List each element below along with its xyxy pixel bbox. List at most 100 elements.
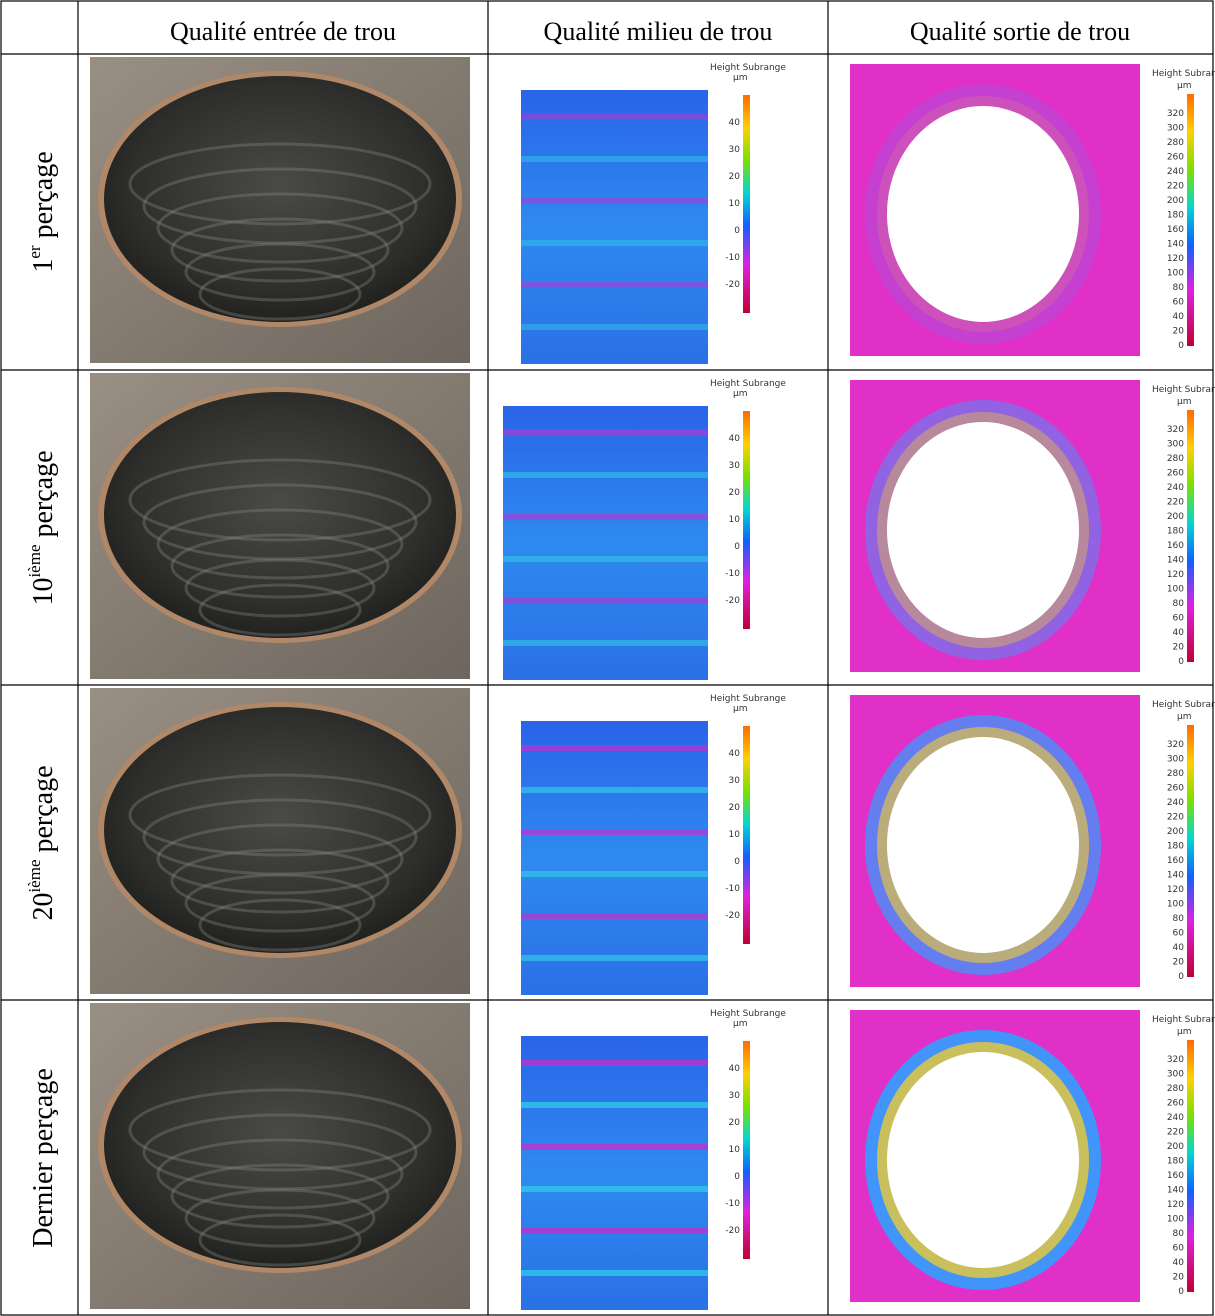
- colorbar-tick: 40: [1173, 1258, 1185, 1268]
- colorbar-tick: 180: [1167, 842, 1184, 852]
- colorbar-tick: 60: [1173, 929, 1185, 939]
- colorbar-tick: 40: [729, 118, 741, 128]
- thread: [184, 242, 376, 302]
- thread: [198, 1213, 362, 1267]
- colorbar-tick: 300: [1167, 440, 1184, 450]
- colorbar-tick: 30: [729, 145, 741, 155]
- map-stripe: [521, 324, 708, 330]
- colorbar-tick: 180: [1167, 527, 1184, 537]
- colorbar: [743, 726, 750, 944]
- colorbar-tick: -10: [725, 1199, 740, 1209]
- colorbar-tick: 10: [729, 515, 741, 525]
- colorbar-tick: 30: [729, 461, 741, 471]
- map-stripe: [521, 745, 708, 751]
- colorbar-tick: 10: [729, 199, 741, 209]
- colorbar-tick: 40: [1173, 943, 1185, 953]
- thread: [156, 1138, 404, 1210]
- colorbar-unit: µm: [1177, 712, 1192, 722]
- colorbar-tick: 0: [1178, 657, 1184, 667]
- colorbar: [743, 411, 750, 629]
- label-number: 10: [28, 578, 59, 606]
- thread: [170, 217, 390, 283]
- colorbar-tick: 100: [1167, 900, 1184, 910]
- colorbar-tick: 100: [1167, 585, 1184, 595]
- map-stripe: [521, 955, 708, 961]
- exit-map: Height Subrangeµm32030028026024022020018…: [850, 1010, 1215, 1302]
- colorbar-unit: µm: [733, 389, 748, 399]
- colorbar-tick: 20: [729, 803, 741, 813]
- colorbar-tick: 200: [1167, 827, 1184, 837]
- map-stripe: [503, 556, 708, 562]
- map-bg: [521, 90, 708, 364]
- map-stripe: [521, 282, 708, 288]
- colorbar-tick: 0: [1178, 341, 1184, 351]
- exit-map: Height Subrangeµm32030028026024022020018…: [850, 64, 1215, 356]
- map-stripe: [503, 640, 708, 646]
- map-stripe: [521, 198, 708, 204]
- exit-map: Height Subrangeµm32030028026024022020018…: [850, 380, 1215, 672]
- thread: [184, 558, 376, 618]
- colorbar-tick: -20: [725, 911, 740, 921]
- colorbar-tick: 30: [729, 1091, 741, 1101]
- map-stripe: [521, 1270, 708, 1276]
- colorbar-title: Height Subrange: [710, 1009, 786, 1019]
- colorbar-tick: 220: [1167, 498, 1184, 508]
- colorbar-unit: µm: [1177, 397, 1192, 407]
- colorbar-tick: 40: [1173, 628, 1185, 638]
- colorbar-tick: 300: [1167, 124, 1184, 134]
- label-space: [28, 853, 59, 860]
- colorbar-tick: 320: [1167, 740, 1184, 750]
- hole: [104, 392, 456, 638]
- colorbar-tick: -20: [725, 280, 740, 290]
- thread: [142, 798, 418, 876]
- colorbar-tick: -10: [725, 884, 740, 894]
- entry-photo: [90, 688, 470, 994]
- map-stripe: [521, 787, 708, 793]
- colorbar-tick: 40: [729, 434, 741, 444]
- row-label: 20ième perçage: [25, 765, 59, 920]
- colorbar-tick: 0: [734, 226, 740, 236]
- thread: [128, 142, 432, 226]
- colorbar-tick: 0: [734, 1172, 740, 1182]
- map-stripe: [521, 913, 708, 919]
- row-label: 10ième perçage: [25, 450, 59, 605]
- colorbar: [743, 95, 750, 313]
- colorbar-tick: 80: [1173, 283, 1185, 293]
- thread: [128, 773, 432, 857]
- hole: [887, 737, 1079, 953]
- colorbar-tick: 80: [1173, 599, 1185, 609]
- colorbar-tick: 10: [729, 830, 741, 840]
- map-stripe: [521, 871, 708, 877]
- colorbar-tick: 30: [729, 776, 741, 786]
- thread: [198, 583, 362, 637]
- map-bg: [521, 1036, 708, 1310]
- label-sup: ième: [25, 860, 44, 893]
- colorbar-tick: 160: [1167, 1171, 1184, 1181]
- colorbar-tick: 160: [1167, 225, 1184, 235]
- label-text: perçage: [28, 450, 59, 537]
- hole: [104, 1022, 456, 1268]
- map-stripe: [521, 829, 708, 835]
- colorbar-tick: -10: [725, 569, 740, 579]
- column-header: Qualité entrée de trou: [170, 17, 396, 46]
- hole: [104, 76, 456, 322]
- colorbar-tick: 180: [1167, 1157, 1184, 1167]
- colorbar-tick: 220: [1167, 1128, 1184, 1138]
- entry-photo: [90, 373, 470, 679]
- thread: [184, 873, 376, 933]
- colorbar-tick: 180: [1167, 211, 1184, 221]
- colorbar-tick: 200: [1167, 196, 1184, 206]
- thread: [128, 458, 432, 542]
- thread: [198, 267, 362, 321]
- colorbar-tick: 300: [1167, 1070, 1184, 1080]
- hole: [887, 106, 1079, 322]
- hole: [887, 422, 1079, 638]
- thread: [142, 167, 418, 245]
- colorbar-tick: 120: [1167, 885, 1184, 895]
- colorbar-tick: 280: [1167, 454, 1184, 464]
